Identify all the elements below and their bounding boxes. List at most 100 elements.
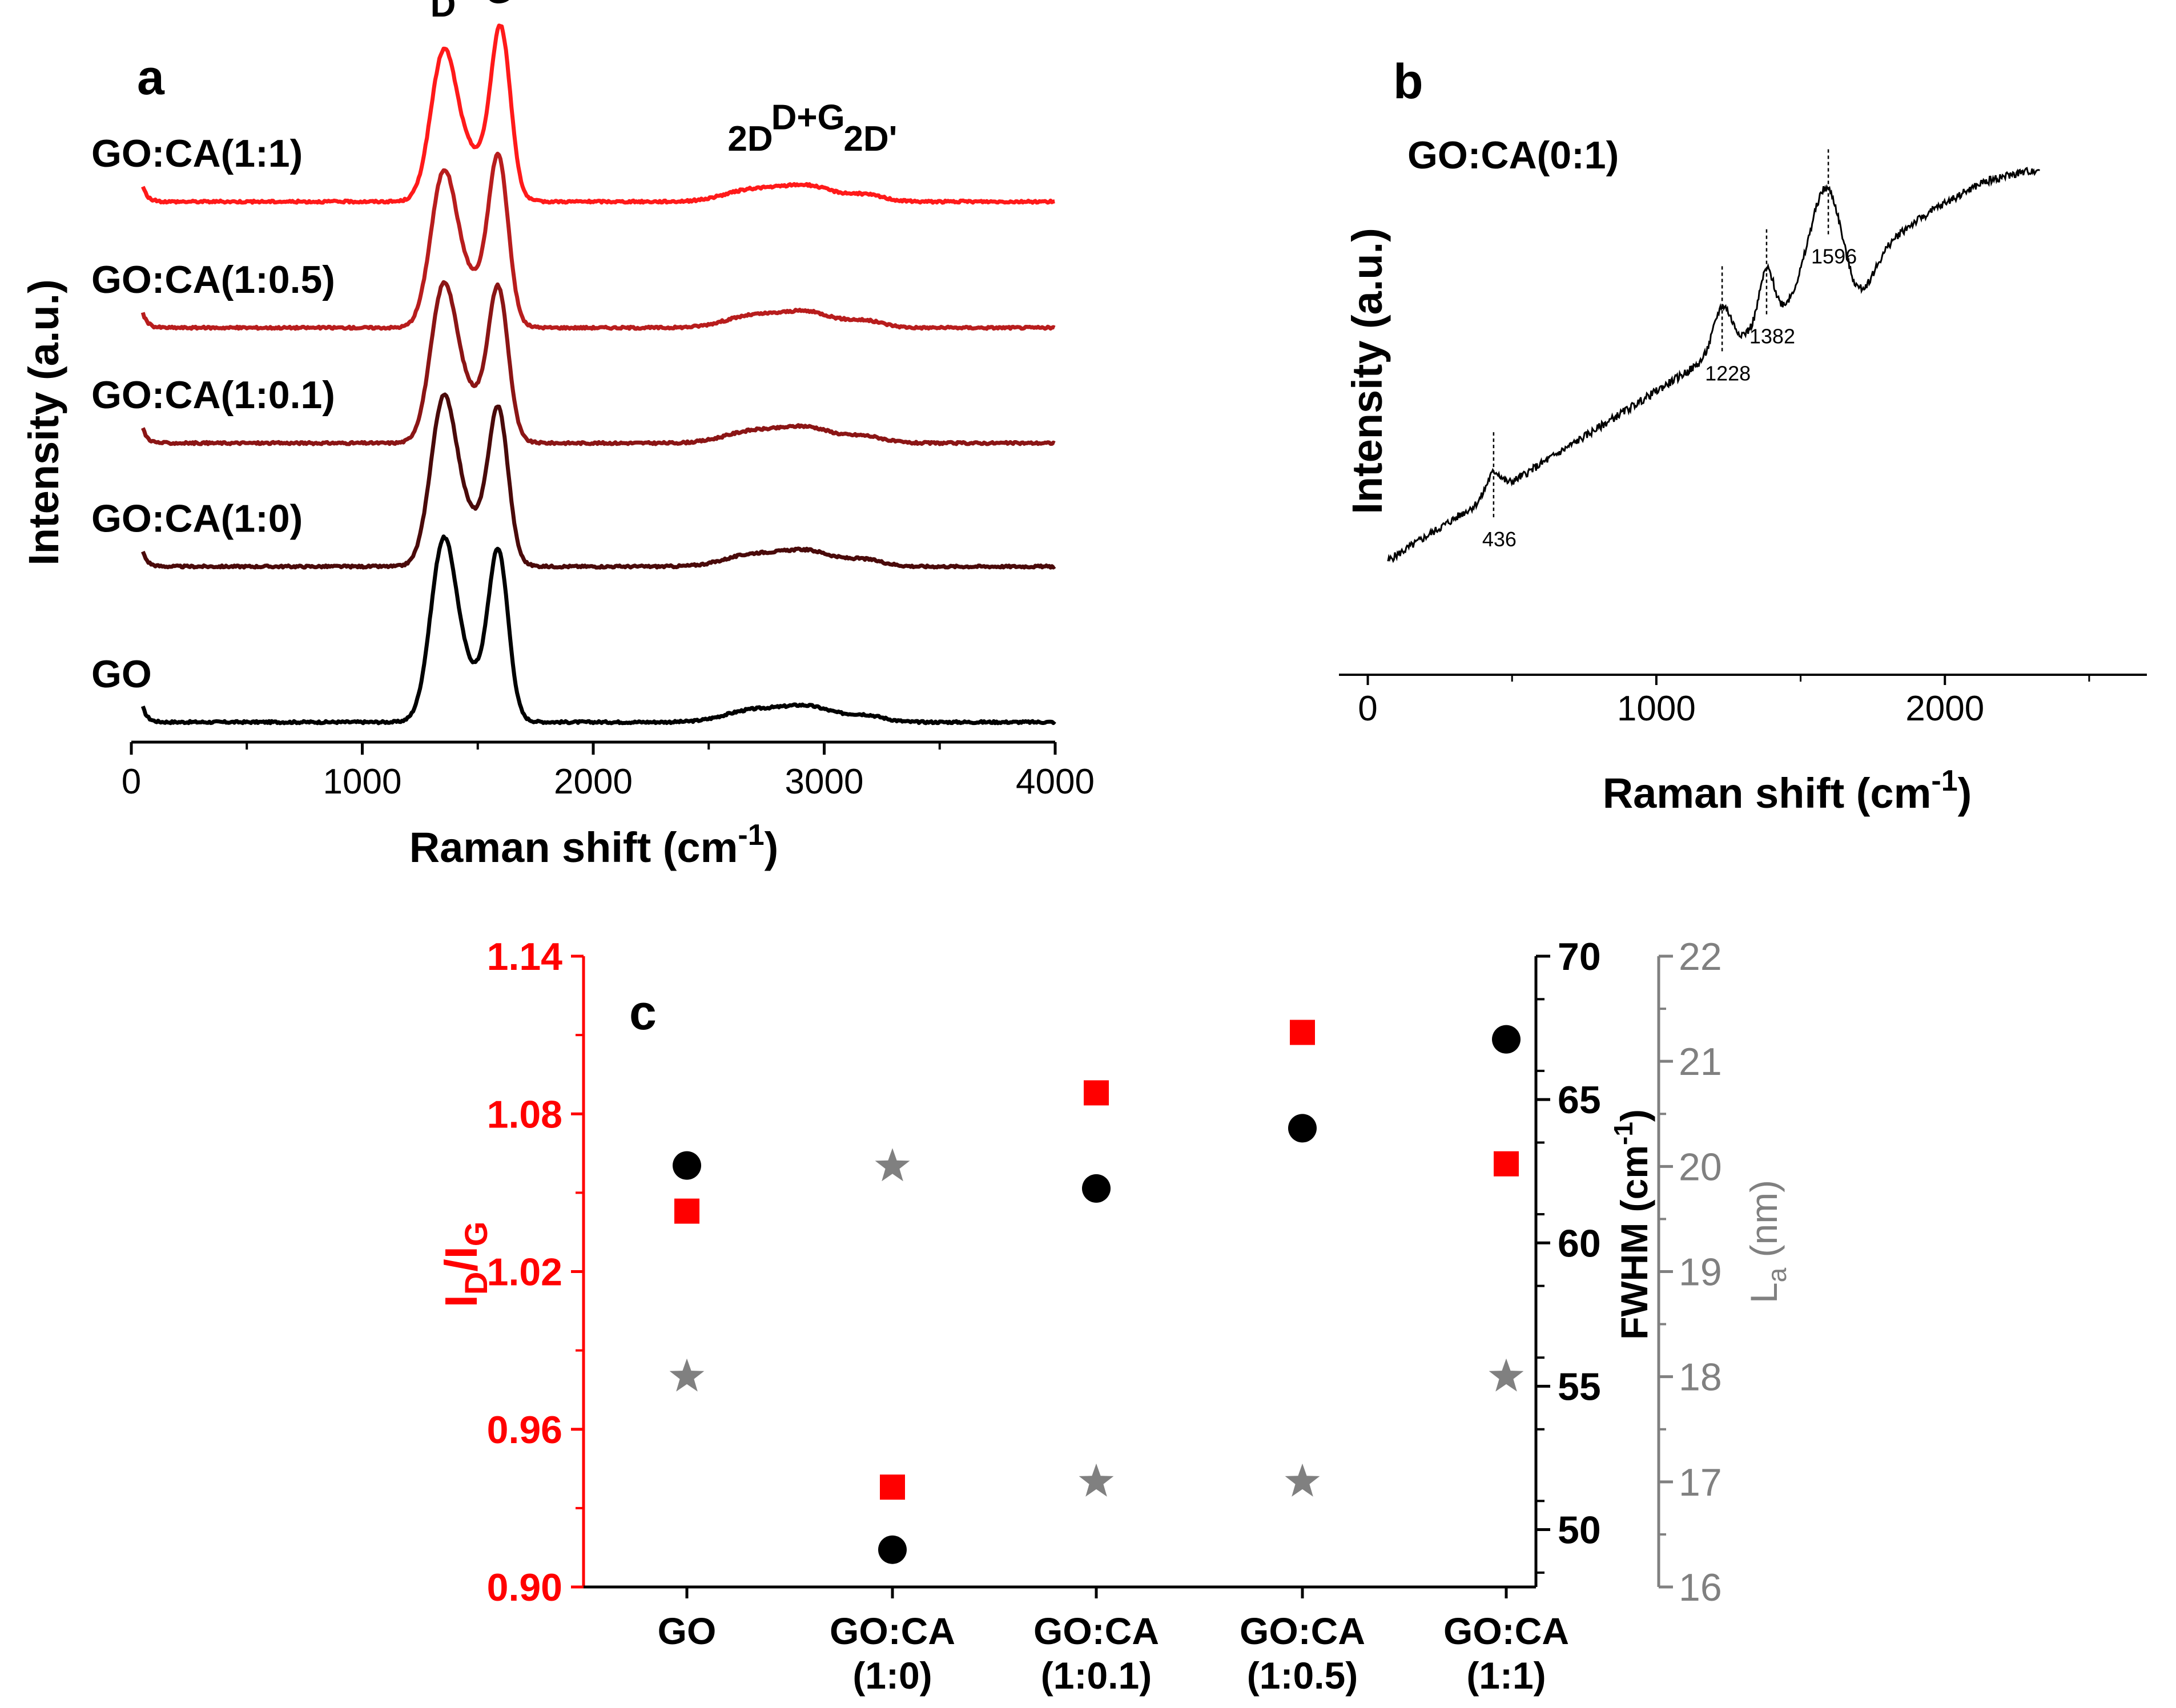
panel-c-left-tick-label-1-08: 1.08: [487, 1093, 562, 1136]
panel-b-x-tick-label-0: 0: [1358, 689, 1377, 728]
panel-c-right1-tick-label-65: 65: [1558, 1078, 1601, 1122]
panel-c-point-fwhm-1: [878, 1535, 907, 1564]
panel-c-right2-tick-label-22: 22: [1679, 935, 1722, 978]
panel-c-left-tick-label-1-02: 1.02: [487, 1251, 562, 1294]
panel-a-x-axis-label-sup: -1: [738, 819, 764, 852]
panel-a-x-tick-label-4000: 4000: [1016, 762, 1095, 801]
panel-c-right1-tick-label-60: 60: [1558, 1222, 1601, 1265]
panel-a-series-labels: GO GO:CA(1:0) GO:CA(1:0.1) GO:CA(1:0.5) GO:C…: [91, 132, 335, 696]
panel-c-category-labels: GO GO:CA (1:0)GO:CA (1:0.1)GO:CA (1:0.5)GO:C…: [658, 1587, 1569, 1697]
panel-a-curves: [140, 23, 1056, 726]
panel-c-point-la-0: [669, 1358, 705, 1392]
panel-a-peak-label-2d: 2D': [843, 119, 897, 159]
panel-c-category-line: (1:0.1): [1041, 1654, 1152, 1697]
panel-c-right1-tick-label-50: 50: [1558, 1509, 1601, 1552]
panel-c-category-label-3: GO:CA (1:0.5): [1240, 1610, 1365, 1697]
panel-c-point-la-2: [1079, 1463, 1114, 1497]
panel-c-left-tick-label-0-90: 0.90: [487, 1566, 562, 1609]
panel-b-x-tick-label-2000: 2000: [1905, 689, 1984, 728]
panel-c-right2-label-sub: a: [1762, 1267, 1792, 1282]
panel-c-right2-label-tail: (nm): [1743, 1180, 1785, 1268]
panel-b-x-axis-label-tail: ): [1958, 770, 1972, 817]
panel-c-point-fwhm-3: [1288, 1114, 1317, 1143]
panel-b-y-axis-label: Intensity (a.u.): [1344, 228, 1391, 514]
panel-c-category-label-4: GO:CA (1:1): [1443, 1610, 1569, 1697]
panel-a-raman-spectra: a 0 1000 2000 3000 4000 GO GO:CA(1:0) GO:CA(1:…: [20, 0, 1095, 871]
panel-a-curve-go-ca-1-1: [141, 23, 1056, 205]
panel-a-series-label-go: GO: [91, 652, 152, 696]
panel-c-left-tick-label-1-14: 1.14: [487, 935, 563, 978]
panel-c-right2-tick-label-18: 18: [1679, 1356, 1722, 1399]
panel-a-curve-go-ca-1-0-5: [140, 151, 1056, 331]
panel-a-peak-label-d: D: [431, 0, 456, 25]
panel-c-left-label-i: I: [436, 1295, 486, 1307]
panel-b-series-label: GO:CA(0:1): [1407, 134, 1619, 177]
panel-c-category-line: (1:1): [1466, 1654, 1546, 1697]
panel-c-category-line: GO: [658, 1610, 717, 1652]
panel-a-x-axis-label-main: Raman shift (cm: [409, 824, 738, 871]
panel-c-left-label-slash-i: /I: [436, 1246, 486, 1271]
panel-c-left-tick-label-0-96: 0.96: [487, 1408, 562, 1452]
panel-c-right1-axis-label: FWHM (cm-1): [1608, 1109, 1655, 1340]
panel-a-x-tick-label-0: 0: [122, 762, 141, 801]
panel-c-right1-label-sup: -1: [1608, 1122, 1638, 1145]
panel-a-x-tick-label-2000: 2000: [554, 762, 633, 801]
panel-c-point-la-4: [1489, 1358, 1524, 1392]
panel-c-point-i-d-i-g-4: [1494, 1151, 1519, 1177]
panel-b-peak-label-436: 436: [1482, 527, 1517, 551]
panel-a-curve-go-ca-1-0-1: [141, 280, 1056, 446]
panel-b-x-tick-label-1000: 1000: [1617, 689, 1696, 728]
panel-a-series-label-go-ca-1-1: GO:CA(1:1): [91, 132, 303, 175]
panel-c-right2-tick-label-16: 16: [1679, 1566, 1722, 1609]
panel-a-x-tick-label-3000: 3000: [785, 762, 864, 801]
panel-a-peak-label-d-g: D+G: [771, 98, 845, 137]
panel-a-curve-go: [140, 534, 1056, 726]
panel-c-right1-label-tail: ): [1613, 1109, 1655, 1122]
panel-b-peak-annotations: 436 1228 1382 1596: [1482, 149, 1857, 551]
panel-b-x-axis-label-main: Raman shift (cm: [1603, 770, 1932, 817]
panel-c-category-line: GO:CA: [830, 1610, 955, 1652]
panel-a-x-ticks: 0 1000 2000 3000 4000: [122, 742, 1095, 801]
panel-b-label: b: [1393, 54, 1423, 109]
panel-c-right1-tick-label-55: 55: [1558, 1365, 1601, 1408]
panel-b-peak-label-1596: 1596: [1811, 245, 1857, 268]
panel-c-right2-axis-label: La (nm): [1743, 1180, 1792, 1303]
panel-b-x-axis-label: Raman shift (cm-1): [1603, 764, 1972, 817]
panel-c-category-line: (1:0.5): [1247, 1654, 1358, 1697]
panel-b-raman-spectrum: b 0 1000 2000 436 1228 1382 1596 GO:CA(0:1) I…: [1339, 54, 2147, 817]
panel-c-right2-tick-label-17: 17: [1679, 1461, 1722, 1504]
panel-b-curve-go-ca-0-1: [1387, 167, 2040, 563]
panel-a-series-label-go-ca-1-0-1: GO:CA(1:0.1): [91, 373, 335, 417]
panel-c-point-i-d-i-g-1: [880, 1475, 905, 1500]
panel-c-point-i-d-i-g-2: [1084, 1080, 1109, 1106]
panel-c-scatter: c 0.90 0.96 1.02 1.08 1.14 50 55 60 65 70 16 17 18 19…: [436, 935, 1792, 1697]
panel-b-x-ticks: 0 1000 2000: [1358, 675, 2090, 728]
panel-c-category-line: GO:CA: [1240, 1610, 1365, 1652]
panel-a-label: a: [137, 50, 165, 105]
panel-c-left-axis-label: ID/IG: [436, 1222, 494, 1308]
panel-c-label: c: [629, 985, 657, 1040]
panel-c-axis-ticks: 0.90 0.96 1.02 1.08 1.14 50 55 60 65 70 16 17 18 19 20…: [487, 935, 1722, 1609]
panel-a-peak-labels: D G 2DD+G2D': [431, 0, 898, 159]
panel-a-peak-label-2d: 2D: [727, 119, 773, 159]
panel-c-category-line: (1:0): [852, 1654, 932, 1697]
panel-a-y-axis-label: Intensity (a.u.): [20, 279, 67, 566]
panel-c-point-fwhm-2: [1082, 1174, 1111, 1203]
panel-b-peak-label-1382: 1382: [1749, 325, 1795, 348]
panel-c-right2-tick-label-21: 21: [1679, 1040, 1722, 1083]
panel-c-left-label-sub-d: D: [458, 1272, 494, 1295]
panel-a-peak-label-g: G: [485, 0, 512, 11]
panel-c-category-label-0: GO: [658, 1610, 717, 1652]
panel-c-point-la-1: [875, 1148, 910, 1182]
panel-c-category-label-2: GO:CA (1:0.1): [1033, 1610, 1159, 1697]
panel-c-right2-tick-label-20: 20: [1679, 1145, 1722, 1189]
panel-c-right1-label-main: FWHM (cm: [1613, 1145, 1655, 1340]
panel-c-points: [669, 1020, 1524, 1564]
panel-c-category-line: GO:CA: [1033, 1610, 1159, 1652]
panel-a-series-label-go-ca-1-0: GO:CA(1:0): [91, 497, 303, 540]
panel-c-right1-tick-label-70: 70: [1558, 935, 1601, 978]
panel-c-point-la-3: [1285, 1463, 1320, 1497]
panel-c-point-i-d-i-g-3: [1290, 1020, 1315, 1045]
